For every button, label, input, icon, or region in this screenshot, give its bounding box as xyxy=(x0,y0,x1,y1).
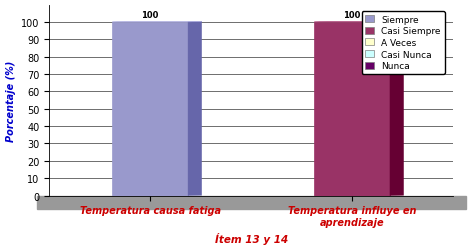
X-axis label: Ítem 13 y 14: Ítem 13 y 14 xyxy=(214,232,288,244)
Bar xyxy=(37,196,466,209)
Polygon shape xyxy=(112,22,202,23)
Bar xyxy=(314,23,390,196)
Text: 100: 100 xyxy=(344,11,361,20)
Polygon shape xyxy=(188,22,202,196)
Text: 100: 100 xyxy=(141,11,159,20)
Polygon shape xyxy=(314,22,404,23)
Y-axis label: Porcentaje (%): Porcentaje (%) xyxy=(6,60,16,141)
Legend: Siempre, Casi Siempre, A Veces, Casi Nunca, Nunca: Siempre, Casi Siempre, A Veces, Casi Nun… xyxy=(361,12,445,75)
Polygon shape xyxy=(390,22,404,196)
Bar xyxy=(112,23,188,196)
